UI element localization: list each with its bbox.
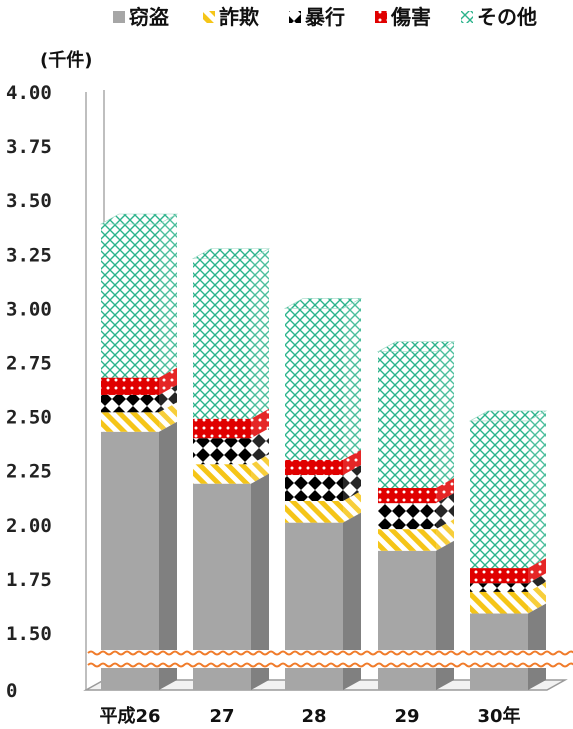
bar-segment-5: [101, 224, 159, 378]
y-tick-label: 3.50: [6, 190, 52, 212]
axis-break: [87, 650, 573, 668]
legend: 窃盗 詐欺 暴行 傷害 その他: [113, 5, 537, 29]
bar-top: [99, 213, 179, 225]
x-category-label: 27: [209, 706, 234, 727]
bar-segment-4: [470, 568, 528, 584]
bar-side-3: [436, 493, 454, 530]
bar-side-5: [251, 248, 269, 419]
bar-top: [191, 248, 271, 259]
bar-side-2: [159, 402, 177, 432]
y-tick-label: 2.75: [6, 353, 52, 375]
bar-segment-2: [101, 412, 159, 432]
legend-label-3: 暴行: [305, 5, 345, 29]
y-tick-label: 2.50: [6, 407, 52, 429]
y-tick-label: 1.50: [6, 623, 52, 645]
legend-label-1: 窃盗: [129, 5, 169, 29]
bars: [99, 213, 548, 690]
bar-side-1: [343, 512, 361, 690]
y-tick-label: 2.00: [6, 515, 52, 537]
x-axis-categories: 平成26 27 28 29 30年: [99, 705, 520, 727]
legend-label-4: 傷害: [390, 5, 431, 29]
bar-stack: [376, 341, 456, 690]
legend-swatch-1: [113, 11, 125, 23]
bar-segment-3: [470, 583, 528, 592]
bar-side-2: [343, 490, 361, 523]
bar-side-1: [251, 473, 269, 690]
bar-side-5: [528, 410, 546, 569]
bar-side-5: [343, 298, 361, 460]
bar-side-3: [251, 428, 269, 465]
legend-label-5: その他: [477, 5, 537, 29]
x-category-label: 平成26: [99, 705, 160, 727]
bar-side-1: [528, 603, 546, 690]
bar-segment-2: [285, 500, 343, 523]
y-tick-label: 3.25: [6, 244, 52, 266]
bar-segment-1: [378, 550, 436, 690]
bar-side-3: [528, 573, 546, 592]
bar-side-4: [528, 558, 546, 584]
bar-side-4: [251, 408, 269, 439]
bar-side-3: [159, 384, 177, 413]
bar-segment-2: [193, 464, 251, 484]
bar-side-3: [343, 465, 361, 501]
y-tick-label: 0: [6, 680, 17, 702]
bar-segment-3: [193, 438, 251, 465]
bar-segment-4: [378, 488, 436, 504]
bar-side-4: [436, 478, 454, 504]
bar-side-2: [251, 454, 269, 484]
bar-segment-3: [285, 475, 343, 501]
bar-segment-5: [285, 308, 343, 460]
y-tick-label: 4.00: [6, 82, 52, 104]
y-tick-label: 1.75: [6, 569, 52, 591]
bar-top: [468, 410, 548, 422]
x-category-label: 30年: [477, 705, 520, 727]
y-axis-unit-label: (千件): [40, 49, 92, 71]
bar-side-4: [159, 367, 177, 395]
y-axis-ticks: 4.00 3.75 3.50 3.25 3.00 2.75 2.50 2.25 2.00 1.75…: [6, 82, 52, 702]
y-tick-label: 2.25: [6, 461, 52, 483]
bar-segment-5: [470, 420, 528, 569]
x-category-label: 29: [394, 706, 419, 727]
bar-top: [376, 341, 456, 352]
bar-side-5: [436, 341, 454, 489]
legend-label-2: 詐欺: [219, 5, 259, 29]
axis-break-line-top: [87, 650, 573, 656]
bar-segment-2: [378, 529, 436, 551]
bar-segment-4: [285, 459, 343, 476]
bar-segment-4: [193, 418, 251, 439]
bar-stack: [283, 298, 363, 690]
bar-side-2: [436, 519, 454, 551]
bar-segment-1: [101, 431, 159, 690]
y-tick-label: 3.00: [6, 298, 52, 320]
x-category-label: 28: [301, 706, 326, 727]
bar-segment-3: [101, 394, 159, 413]
bar-top: [283, 298, 363, 309]
bar-side-4: [343, 449, 361, 476]
bar-segment-4: [101, 377, 159, 395]
bar-side-5: [159, 214, 177, 378]
bar-stack: [99, 213, 179, 690]
y-tick-label: 3.75: [6, 136, 52, 158]
bar-segment-5: [378, 351, 436, 489]
bar-stack: [191, 248, 271, 690]
bar-segment-2: [470, 591, 528, 614]
axis-break-line-bottom: [87, 662, 573, 668]
legend-swatch-5: [461, 11, 473, 23]
bar-side-1: [159, 421, 177, 690]
legend-swatch-3: [289, 11, 301, 23]
legend-swatch-2: [203, 11, 215, 23]
legend-swatch-4: [375, 11, 387, 23]
bar-segment-3: [378, 503, 436, 530]
bar-side-2: [528, 581, 546, 614]
bar-stack: [468, 410, 548, 690]
bar-segment-5: [193, 258, 251, 419]
